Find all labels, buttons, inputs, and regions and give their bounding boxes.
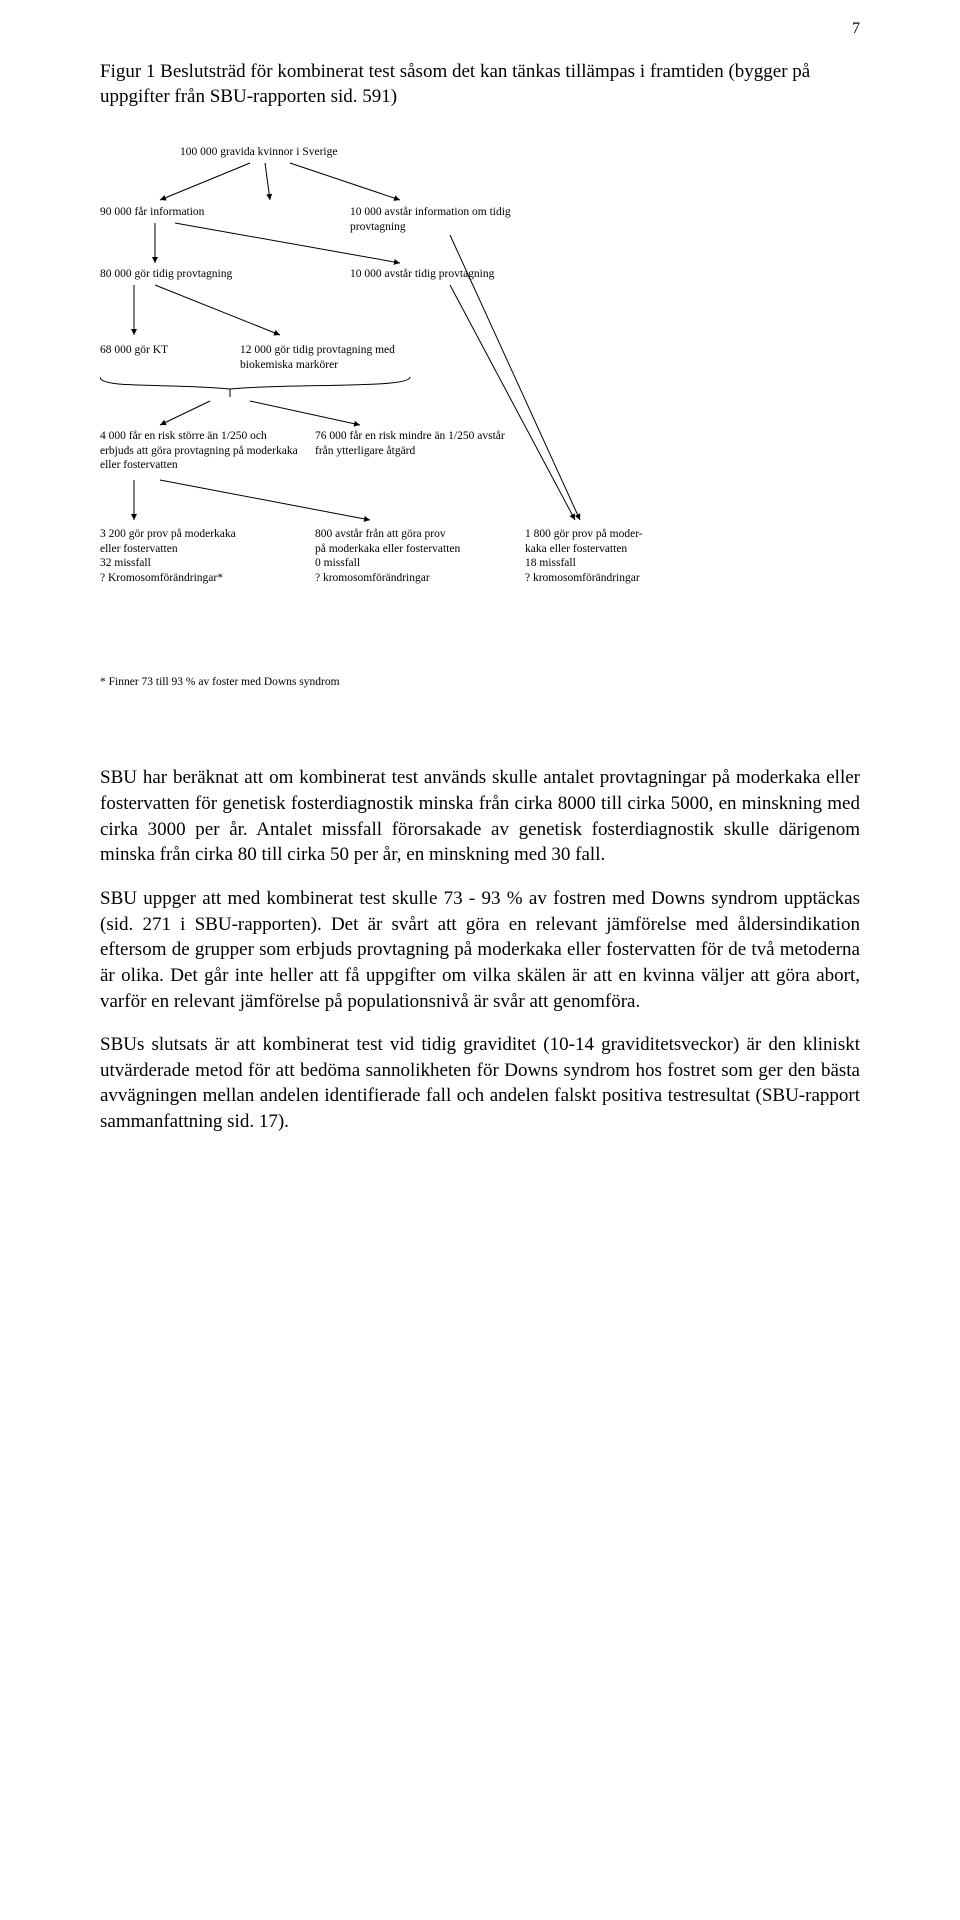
node-root: 100 000 gravida kvinnor i Sverige [180, 145, 440, 159]
l5a-line3: 32 missfall [100, 556, 275, 570]
l5b-line3: 0 missfall [315, 556, 510, 570]
node-l5a: 3 200 gör prov på moderkaka eller foster… [100, 527, 275, 585]
l5b-line2: på moderkaka eller fostervatten [315, 542, 510, 556]
l5c-line4: ? kromosomförändringar [525, 571, 695, 585]
l5a-line1: 3 200 gör prov på moderkaka [100, 527, 275, 541]
node-l3b: 12 000 gör tidig provtagning med biokemi… [240, 343, 440, 372]
l5c-line2: kaka eller fostervatten [525, 542, 695, 556]
node-l5c: 1 800 gör prov på moder- kaka eller fost… [525, 527, 695, 585]
body-text: SBU har beräknat att om kombinerat test … [100, 765, 860, 1134]
l5a-line2: eller fostervatten [100, 542, 275, 556]
l5a-line4: ? Kromosomförändringar* [100, 571, 275, 585]
decision-tree-diagram: 100 000 gravida kvinnor i Sverige 90 000… [100, 145, 860, 765]
page-number: 7 [852, 20, 860, 38]
paragraph-3: SBUs slutsats är att kombinerat test vid… [100, 1032, 860, 1135]
node-l3a: 68 000 gör KT [100, 343, 200, 357]
l5b-line4: ? kromosomförändringar [315, 571, 510, 585]
node-l4a: 4 000 får en risk större än 1/250 och er… [100, 429, 300, 472]
node-l2b: 10 000 avstår tidig provtagning [350, 267, 540, 281]
node-l1b: 10 000 avstår information om tidig provt… [350, 205, 520, 234]
node-l4b: 76 000 får en risk mindre än 1/250 avstå… [315, 429, 515, 458]
l5c-line3: 18 missfall [525, 556, 695, 570]
l5c-line1: 1 800 gör prov på moder- [525, 527, 695, 541]
l5b-line1: 800 avstår från att göra prov [315, 527, 510, 541]
paragraph-2: SBU uppger att med kombinerat test skull… [100, 886, 860, 1014]
figure-heading: Figur 1 Beslutsträd för kombinerat test … [100, 60, 860, 109]
diagram-footnote: * Finner 73 till 93 % av foster med Down… [100, 675, 500, 689]
paragraph-1: SBU har beräknat att om kombinerat test … [100, 765, 860, 868]
node-l5b: 800 avstår från att göra prov på moderka… [315, 527, 510, 585]
node-l1a: 90 000 får information [100, 205, 250, 219]
node-l2a: 80 000 gör tidig provtagning [100, 267, 270, 281]
